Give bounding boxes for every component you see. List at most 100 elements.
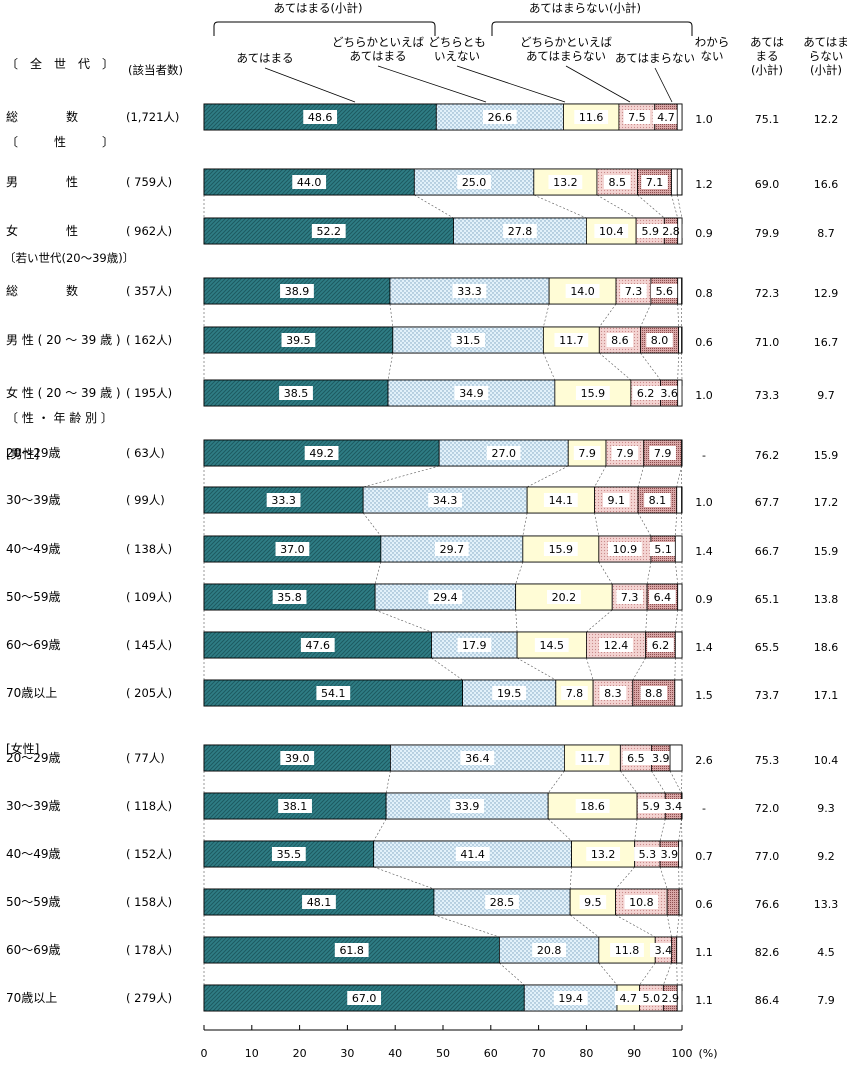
subtotal-header-disagree-line-0: あてはま bbox=[803, 35, 849, 49]
bar-3-dont-know bbox=[678, 278, 682, 304]
value-label-14-rather-agree: 41.4 bbox=[460, 848, 485, 861]
row-count-4: ( 162人) bbox=[126, 333, 172, 347]
value-label-11-rather-disagree: 8.3 bbox=[604, 687, 622, 700]
value-label-0-disagree: 4.7 bbox=[657, 111, 675, 124]
value-label-10-rather-agree: 17.9 bbox=[462, 639, 487, 652]
subtotal-agree-5: 73.3 bbox=[755, 389, 780, 402]
subtotal-agree-8: 66.7 bbox=[755, 545, 780, 558]
value-label-1-agree: 44.0 bbox=[297, 176, 322, 189]
value-label-1-neither: 13.2 bbox=[553, 176, 578, 189]
subtotal-disagree-10: 18.6 bbox=[814, 641, 839, 654]
subtotal-agree-14: 77.0 bbox=[755, 850, 780, 863]
bar-4-dont-know bbox=[679, 327, 682, 353]
value-label-4-rather-disagree: 8.6 bbox=[611, 334, 629, 347]
value-label-10-rather-disagree: 12.4 bbox=[604, 639, 629, 652]
connector-6-7-3 bbox=[595, 466, 606, 487]
value-label-1-dont-know: 1.2 bbox=[695, 178, 713, 191]
connector-10-11-4 bbox=[633, 658, 646, 680]
connector-6-7-4 bbox=[638, 466, 644, 487]
value-label-16-dont-know: 1.1 bbox=[695, 946, 713, 959]
value-label-12-agree: 39.0 bbox=[285, 752, 310, 765]
subtotal-agree-10: 65.5 bbox=[755, 641, 780, 654]
value-label-9-rather-agree: 29.4 bbox=[433, 591, 458, 604]
x-tick-label-30: 30 bbox=[340, 1047, 354, 1060]
value-label-4-rather-agree: 31.5 bbox=[456, 334, 481, 347]
connector-14-15-1 bbox=[374, 867, 434, 889]
subtotal-agree-15: 76.6 bbox=[755, 898, 780, 911]
bar-14-dont-know bbox=[679, 841, 682, 867]
value-label-11-disagree: 8.8 bbox=[645, 687, 663, 700]
connector-8-9-4 bbox=[647, 562, 651, 584]
connector-3-4-4 bbox=[640, 304, 651, 327]
value-label-4-agree: 39.5 bbox=[286, 334, 311, 347]
x-tick-label-20: 20 bbox=[293, 1047, 307, 1060]
x-tick-label-80: 80 bbox=[579, 1047, 593, 1060]
bar-5-dont-know bbox=[678, 380, 682, 406]
connector-9-10-3 bbox=[586, 610, 612, 632]
value-label-8-neither: 15.9 bbox=[549, 543, 574, 556]
subtotal-disagree-4: 16.7 bbox=[814, 336, 839, 349]
value-label-14-neither: 13.2 bbox=[591, 848, 616, 861]
connector-8-9-3 bbox=[599, 562, 612, 584]
connector-4-5-4 bbox=[640, 353, 660, 380]
connector-3-4-2 bbox=[543, 304, 549, 327]
value-label-8-agree: 37.0 bbox=[280, 543, 305, 556]
legend-dont-know-line-1: ない bbox=[701, 49, 724, 63]
bar-10-dont-know bbox=[675, 632, 682, 658]
row-label-15: 50～59歳 bbox=[6, 895, 61, 909]
connector-7-8-3 bbox=[595, 513, 599, 536]
row-label-10: 60～69歳 bbox=[6, 638, 61, 652]
subtotal-agree-12: 75.3 bbox=[755, 754, 780, 767]
row-count-5: ( 195人) bbox=[126, 386, 172, 400]
value-label-5-neither: 15.9 bbox=[581, 387, 606, 400]
connector-12-13-4 bbox=[651, 771, 665, 793]
connector-6-7-1 bbox=[363, 466, 439, 487]
value-label-3-agree: 38.9 bbox=[285, 285, 310, 298]
connector-13-14-5 bbox=[679, 819, 682, 841]
value-label-10-neither: 14.5 bbox=[539, 639, 564, 652]
connector-16-17-3 bbox=[639, 963, 655, 985]
value-label-15-rather-agree: 28.5 bbox=[490, 896, 515, 909]
value-label-6-agree: 49.2 bbox=[309, 447, 334, 460]
connector-4-5-5 bbox=[678, 353, 679, 380]
value-label-16-rather-disagree: 3.4 bbox=[655, 944, 673, 957]
value-label-13-rather-agree: 33.9 bbox=[455, 800, 480, 813]
connector-16-17-1 bbox=[499, 963, 524, 985]
value-label-6-rather-agree: 27.0 bbox=[491, 447, 516, 460]
x-tick-label-0: 0 bbox=[201, 1047, 208, 1060]
value-label-15-dont-know: 0.6 bbox=[695, 898, 713, 911]
value-label-16-neither: 11.8 bbox=[615, 944, 640, 957]
connector-13-14-2 bbox=[548, 819, 571, 841]
subtotal-disagree-15: 13.3 bbox=[814, 898, 839, 911]
subtotal-agree-9: 65.1 bbox=[755, 593, 780, 606]
value-label-12-disagree: 3.9 bbox=[652, 752, 670, 765]
section-label-sex-age: 〔 性 ・ 年 齢 別 〕 bbox=[6, 410, 113, 425]
connector-1-2-5 bbox=[671, 195, 677, 218]
subtotal-agree-4: 71.0 bbox=[755, 336, 780, 349]
subtotal-disagree-8: 15.9 bbox=[814, 545, 839, 558]
value-label-6-neither: 7.9 bbox=[578, 447, 596, 460]
connector-13-14-1 bbox=[374, 819, 386, 841]
value-label-17-rather-disagree: 5.0 bbox=[643, 992, 661, 1005]
value-label-10-agree: 47.6 bbox=[306, 639, 331, 652]
connector-6-7-5 bbox=[677, 466, 682, 487]
x-tick-label-90: 90 bbox=[627, 1047, 641, 1060]
connector-8-9-1 bbox=[375, 562, 381, 584]
value-label-1-disagree: 7.1 bbox=[646, 176, 664, 189]
subtotal-header-disagree-line-1: らない bbox=[809, 49, 844, 63]
row-count-16: ( 178人) bbox=[126, 943, 172, 957]
legend-leader-rather-disagree bbox=[566, 66, 630, 102]
value-label-8-rather-agree: 29.7 bbox=[440, 543, 465, 556]
legend-leader-neither bbox=[457, 66, 565, 102]
row-count-17: ( 279人) bbox=[126, 991, 172, 1005]
connector-12-13-2 bbox=[548, 771, 564, 793]
value-label-9-disagree: 6.4 bbox=[654, 591, 672, 604]
row-count-6: ( 63人) bbox=[126, 446, 165, 460]
row-label-7: 30～39歳 bbox=[6, 493, 61, 507]
value-label-9-rather-disagree: 7.3 bbox=[621, 591, 639, 604]
bracket-agree bbox=[214, 22, 435, 36]
connector-1-2-4 bbox=[638, 195, 665, 218]
row-label-16: 60～69歳 bbox=[6, 943, 61, 957]
x-axis-unit: (%) bbox=[698, 1047, 717, 1060]
